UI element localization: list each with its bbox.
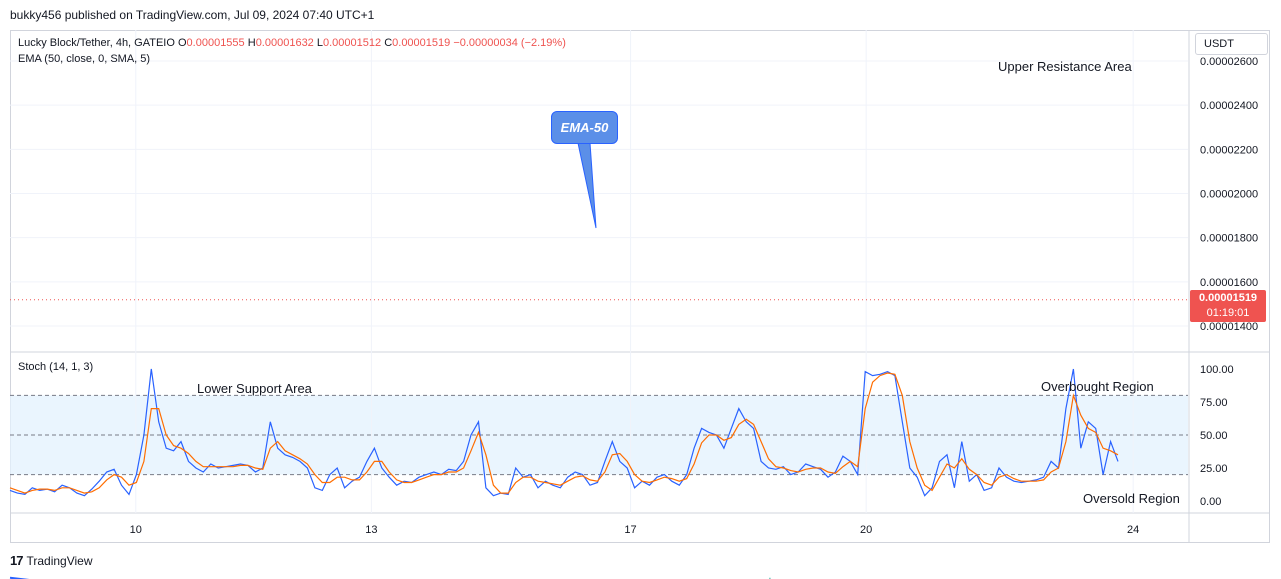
oversold-label: Oversold Region [1083,491,1180,506]
close-value: 0.00001519 [392,37,451,49]
price-tick-label: 0.00001400 [1200,321,1258,333]
last-price-value: 0.00001519 [1198,292,1258,304]
stoch-k-line [9,368,1119,497]
symbol-legend: Lucky Block/Tether, 4h, GATEIO O0.000015… [18,35,566,67]
tradingview-logo-icon: 17 [10,553,24,568]
publisher-bar: bukky456 published on TradingView.com, J… [0,0,1281,30]
stoch-tick-label: 50.00 [1200,430,1228,442]
change-value: −0.00000034 (−2.19%) [453,37,566,49]
stoch-tick-label: 25.00 [1200,463,1228,475]
brand-name: TradingView [26,553,93,568]
publisher-text: bukky456 published on TradingView.com, J… [10,8,375,22]
open-label: O [177,37,187,49]
price-tick-label: 0.00001800 [1200,233,1258,245]
callout-pointer [577,142,597,229]
stoch-tick-label: 100.00 [1200,364,1234,376]
price-tick-label: 0.00002400 [1200,100,1258,112]
high-value: 0.00001632 [255,37,314,49]
time-tick-label: 20 [860,524,872,536]
price-tick-label: 0.00002000 [1200,189,1258,201]
time-tick-label: 24 [1127,524,1139,536]
stoch-legend[interactable]: Stoch (14, 1, 3) [18,361,94,373]
chart-frame [10,30,1270,543]
lower-support-label: Lower Support Area [197,381,312,396]
time-tick-label: 10 [130,524,142,536]
upper-resistance-label: Upper Resistance Area [998,59,1132,74]
open-value: 0.00001555 [186,37,245,49]
candle-countdown: 01:19:01 [1206,307,1250,319]
low-value: 0.00001512 [323,37,382,49]
time-tick-label: 17 [624,524,636,536]
ema-callout: EMA-50 [551,111,618,144]
stoch-tick-label: 75.00 [1200,397,1228,409]
stoch-d-line [9,372,1119,494]
last-price-label: 0.00001519 01:19:01 [1190,290,1266,322]
ohlc-values: O0.00001555 H0.00001632 L0.00001512 C0.0… [178,37,566,49]
overbought-label: Overbought Region [1041,379,1154,394]
ema-legend[interactable]: EMA (50, close, 0, SMA, 5) [18,53,151,65]
currency-button[interactable]: USDT [1195,33,1268,55]
price-tick-label: 0.00001600 [1200,277,1258,289]
high-label: H [247,37,256,49]
stoch-tick-label: 0.00 [1200,496,1221,508]
time-tick-label: 13 [365,524,377,536]
price-tick-label: 0.00002200 [1200,144,1258,156]
price-tick-label: 0.00002600 [1200,56,1258,68]
symbol-name[interactable]: Lucky Block/Tether, 4h, GATEIO [18,37,175,49]
tradingview-footer[interactable]: 17 TradingView [10,553,93,568]
low-label: L [316,37,323,49]
close-label: C [384,37,393,49]
